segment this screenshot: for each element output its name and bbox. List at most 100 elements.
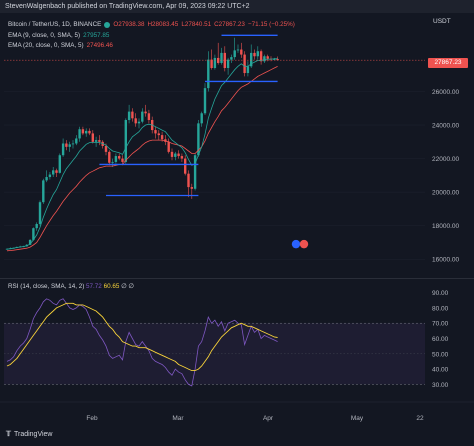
last-price-tag: 27867.23 (428, 58, 468, 68)
candle-body (154, 130, 157, 134)
candle-body (230, 57, 233, 60)
candle-body (28, 239, 32, 245)
candle-body (164, 139, 167, 142)
candle-body (127, 111, 131, 120)
tradingview-logo-icon: 𝕋 (6, 431, 11, 438)
ema20-value: 27496.46 (86, 42, 113, 49)
rsi-tick-label: 30.00 (432, 382, 449, 389)
candle-body (55, 170, 58, 173)
candle-body (187, 173, 190, 188)
candle-body (131, 111, 134, 119)
pane-separator (0, 278, 474, 279)
price-tick-label: 16000.00 (432, 257, 459, 264)
price-tick-label: 20000.00 (432, 190, 459, 197)
candle-body (223, 52, 226, 68)
candle-body (111, 161, 114, 163)
brand-name: TradingView (13, 430, 53, 438)
x-tick-label: Apr (263, 415, 274, 422)
candle-body (32, 228, 35, 240)
candle-body (65, 143, 68, 147)
rsi-ma-line (6, 302, 278, 372)
ema20-line (6, 66, 278, 252)
candle-body (253, 52, 256, 57)
candle-body (174, 153, 177, 157)
candle-body (48, 174, 52, 178)
candle-body (256, 51, 259, 57)
candle-body (157, 133, 160, 136)
candle-body (259, 51, 263, 62)
candle-body (134, 118, 137, 124)
candle-body (147, 113, 151, 120)
candle-body (45, 177, 48, 181)
candle-body (104, 146, 108, 152)
candle-body (213, 57, 217, 68)
rsi-tick-label: 50.00 (432, 351, 449, 358)
candle-body (170, 151, 174, 157)
price-chart[interactable]: 16000.00 18000.00 20000.00 22000.00 24000.00… (0, 13, 474, 446)
rsi-tick-label: 60.00 (432, 336, 449, 343)
rsi-legend: RSI (14, close, SMA, 14, 2) 57.72 60.65 … (8, 283, 134, 290)
rsi-tick-label: 90.00 (432, 290, 449, 297)
candle-body (217, 57, 220, 63)
candle-body (75, 138, 78, 144)
candle-body (197, 123, 200, 156)
rsi-line (6, 298, 278, 387)
candle-body (88, 130, 91, 134)
market-status-icon (104, 22, 111, 28)
candle-body (220, 52, 223, 63)
price-tick-label: 18000.00 (432, 223, 459, 230)
candle-body (98, 140, 101, 142)
symbol-title[interactable]: Bitcoin / TetherUS, 1D, BINANCE (8, 21, 102, 28)
x-tick-label: May (351, 415, 364, 422)
price-tick-label: 26000.00 (432, 89, 459, 96)
candle-body (71, 143, 75, 145)
candle-body (108, 151, 111, 163)
currency-label: USDT (433, 18, 451, 25)
rsi-tick-label: 40.00 (432, 367, 449, 374)
candle-body (233, 50, 236, 58)
candle-body (78, 129, 81, 139)
candle-body (81, 129, 85, 134)
x-tick-label: Mar (172, 415, 184, 422)
candle-body (276, 58, 279, 61)
candle-body (52, 170, 55, 175)
rsi-value: 57.72 (86, 283, 102, 290)
candle-body (58, 155, 61, 173)
candle-body (200, 113, 203, 124)
candle-body (141, 111, 144, 122)
x-tick-label: 22 (416, 415, 424, 422)
candle-body (38, 202, 42, 224)
chart-legend: Bitcoin / TetherUS, 1D, BINANCE O27938.3… (8, 20, 295, 52)
candle-body (91, 133, 94, 142)
candle-body (124, 120, 127, 162)
price-tick-label: 22000.00 (432, 156, 459, 163)
low-value: L27840.51 (181, 21, 212, 28)
candle-body (61, 143, 65, 156)
candle-body (68, 144, 71, 147)
candle-body (35, 224, 38, 229)
rsi-tick-label: 70.00 (432, 321, 449, 328)
candle-body (114, 156, 118, 162)
candle-body (5, 248, 9, 250)
event-marker-icon (291, 239, 301, 249)
high-value: H28083.45 (147, 21, 179, 28)
candle-body (263, 56, 266, 62)
ema20-label[interactable]: EMA (20, close, 0, SMA, 5) (8, 42, 84, 49)
event-marker-icon (299, 239, 309, 249)
price-tick-label: 24000.00 (432, 123, 459, 130)
rsi-tick-label: 80.00 (432, 305, 449, 312)
candle-body (236, 49, 240, 51)
rsi-extra: ∅ ∅ (121, 283, 134, 290)
candle-body (184, 158, 187, 174)
tradingview-brand[interactable]: 𝕋 TradingView (6, 430, 53, 439)
candle-body (42, 180, 45, 203)
candle-body (250, 52, 253, 67)
rsi-label[interactable]: RSI (14, close, SMA, 14, 2) (8, 283, 85, 290)
rsi-ma-value: 60.65 (103, 283, 120, 290)
candle-body (266, 56, 269, 59)
candle-body (240, 49, 243, 55)
publisher-text: StevenWalgenbach published on TradingVie… (5, 3, 250, 10)
ema9-line (6, 58, 278, 250)
candle-body (193, 155, 197, 189)
ema9-label[interactable]: EMA (9, close, 0, SMA, 5) (8, 31, 81, 39)
